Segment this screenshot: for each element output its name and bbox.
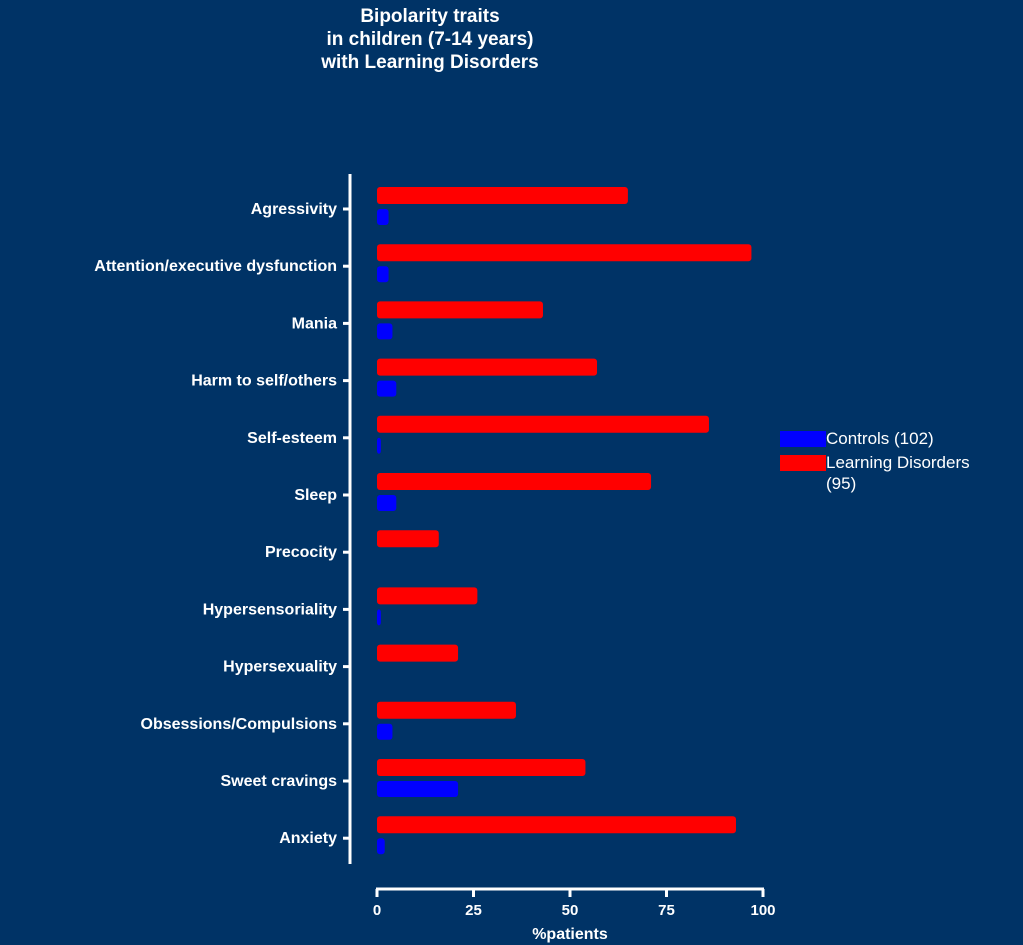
bar-controls-0 [377,209,389,225]
legend-label-line-1: Learning Disorders [826,453,970,472]
bar-learning-disorders-5 [377,473,652,490]
x-axis-ticks: 0 25 50 75 100 [373,889,776,919]
bar-controls-5 [377,495,397,511]
chart-title: Bipolarity traits in children (7-14 year… [220,5,640,74]
bar-learning-disorders-6 [377,530,439,548]
y-axis-ticks: Agressivity Attention/executive dysfuncti… [94,201,350,847]
chart-title-line-2: in children (7-14 years) [326,29,534,50]
category-label-3: Harm to self/others [191,373,337,390]
x-axis-title: %patients [532,926,608,943]
bar-controls-4 [377,437,381,454]
bar-controls-2 [377,323,393,340]
bar-learning-disorders-2 [377,301,543,319]
legend: Controls (102) Learning Disorders (95) [780,428,1023,497]
bar-learning-disorders-7 [377,587,478,605]
chart-title-line-1: Bipolarity traits [360,6,500,27]
x-tick-label-1: 25 [465,902,482,919]
category-label-1: Attention/executive dysfunction [94,258,337,275]
category-label-5: Sleep [294,487,337,504]
bar-learning-disorders-9 [377,701,516,719]
bars-group [377,187,752,855]
x-tick-label-3: 75 [658,902,675,919]
bar-learning-disorders-4 [377,415,709,433]
bar-learning-disorders-8 [377,644,459,662]
bar-controls-9 [377,723,393,740]
category-label-6: Precocity [265,544,337,561]
bar-learning-disorders-11 [377,816,736,834]
x-tick-label-4: 100 [750,902,775,919]
bar-controls-11 [377,838,385,855]
x-tick-label-0: 0 [373,902,381,919]
bar-learning-disorders-10 [377,759,586,776]
legend-item-learning-disorders: Learning Disorders (95) [780,452,1023,494]
legend-swatch-controls [780,431,826,447]
legend-label-controls: Controls (102) [826,429,934,448]
legend-label-line-2: (95) [826,474,857,493]
category-label-8: Hypersexuality [223,659,337,676]
bar-learning-disorders-1 [377,244,752,262]
category-label-2: Mania [292,315,337,332]
x-tick-label-2: 50 [562,902,579,919]
bar-learning-disorders-3 [377,358,598,376]
bar-controls-1 [377,266,389,283]
category-label-9: Obsessions/Compulsions [141,716,338,733]
category-label-11: Anxiety [279,830,337,847]
category-label-4: Self-esteem [247,430,337,447]
legend-label-learning-disorders: Learning Disorders (95) [826,452,970,494]
category-label-10: Sweet cravings [221,773,338,790]
legend-item-controls: Controls (102) [780,428,1023,449]
bar-controls-10 [377,781,459,797]
category-label-0: Agressivity [251,201,337,218]
legend-swatch-learning-disorders [780,455,826,471]
category-label-7: Hypersensoriality [203,601,337,618]
chart-title-line-3: with Learning Disorders [321,52,539,73]
bar-controls-7 [377,609,381,626]
bar-controls-3 [377,380,397,397]
bar-learning-disorders-0 [377,187,628,204]
